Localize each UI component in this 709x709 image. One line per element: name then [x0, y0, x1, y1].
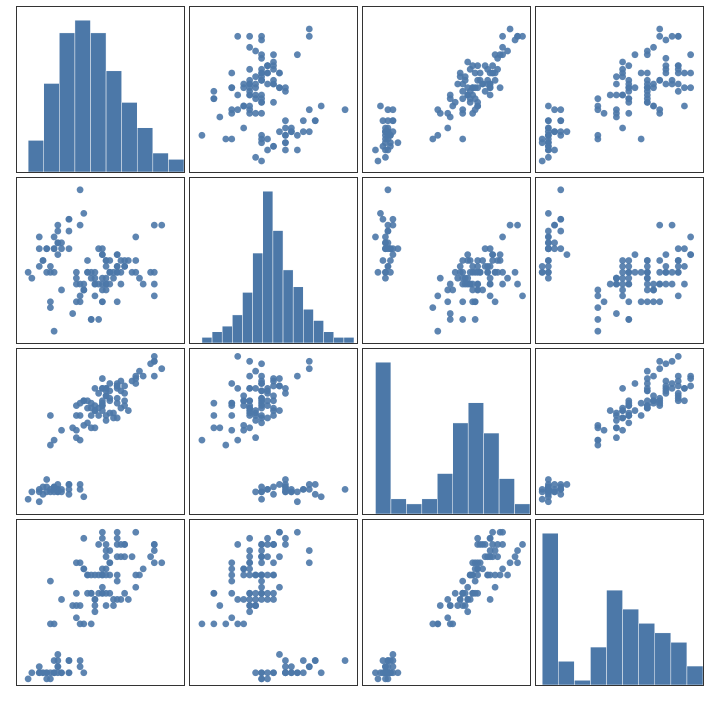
scatter-v3-vs-v2 [535, 348, 704, 515]
hist-v0 [16, 6, 185, 173]
hist-v1 [189, 177, 358, 344]
scatter-v3-vs-v0 [535, 6, 704, 173]
hist-v3 [535, 519, 704, 686]
hist-v2 [362, 348, 531, 515]
scatter-v2-vs-v3 [362, 519, 531, 686]
scatter-v1-vs-v2 [189, 348, 358, 515]
scatter-v2-vs-v0 [362, 6, 531, 173]
scatter-v2-vs-v1 [362, 177, 531, 344]
scatter-v0-vs-v2 [16, 348, 185, 515]
pairplot-grid [0, 0, 709, 709]
scatter-v0-vs-v3 [16, 519, 185, 686]
scatter-v1-vs-v0 [189, 6, 358, 173]
scatter-v0-vs-v1 [16, 177, 185, 344]
scatter-v1-vs-v3 [189, 519, 358, 686]
scatter-v3-vs-v1 [535, 177, 704, 344]
